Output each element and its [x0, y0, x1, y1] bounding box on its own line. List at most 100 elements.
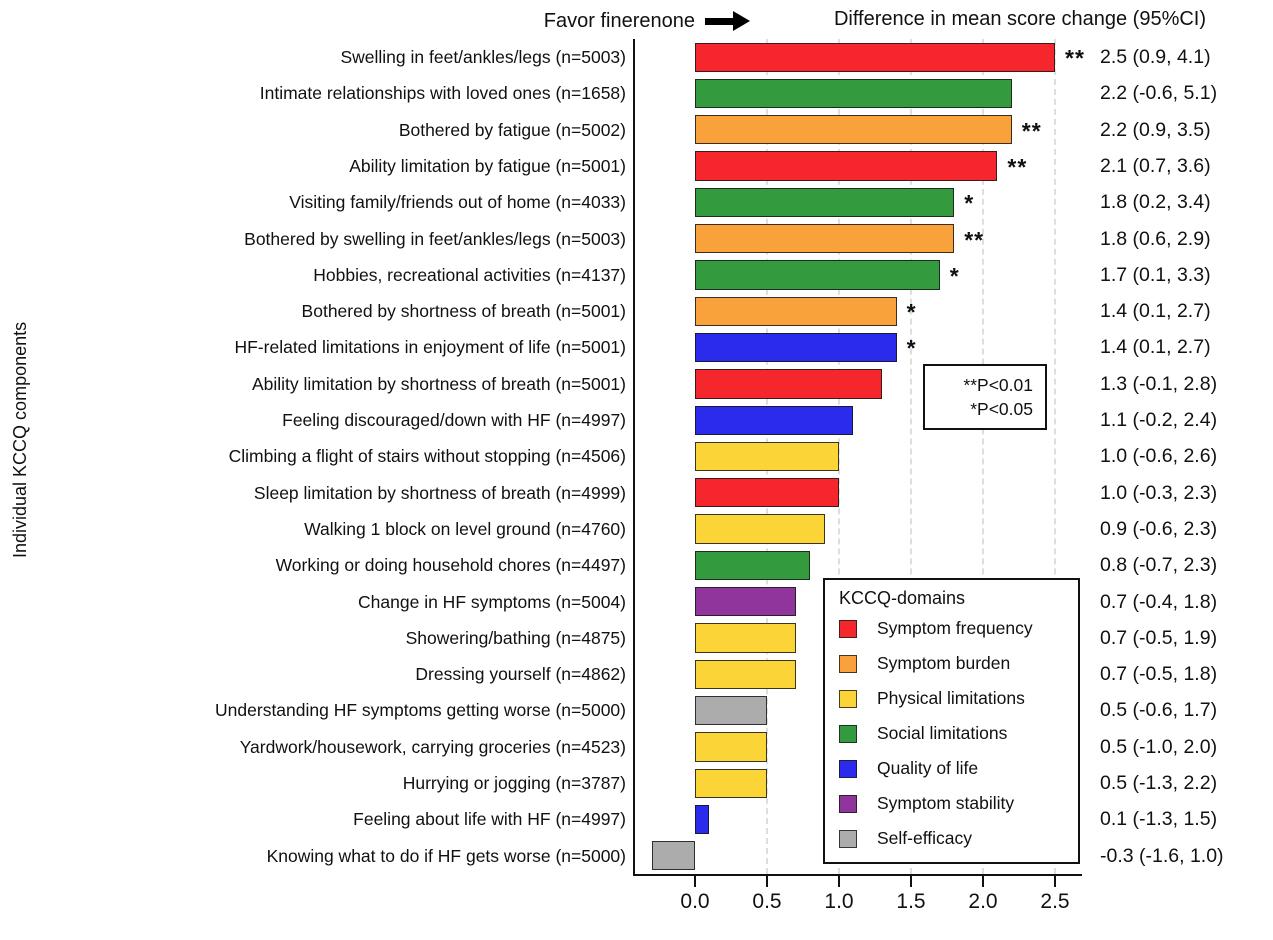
legend-swatch-symptom-burden	[839, 654, 857, 673]
bar-social-limitations	[695, 550, 811, 581]
legend-label: Self-efficacy	[877, 828, 972, 848]
chart-row: Yardwork/housework, carrying groceries (…	[0, 729, 1273, 765]
bar-symptom-frequency	[695, 478, 839, 508]
chart-row: Understanding HF symptoms getting worse …	[0, 692, 1273, 728]
row-label: Feeling about life with HF (n=4997)	[353, 809, 626, 830]
chart-row: Visiting family/friends out of home (n=4…	[0, 184, 1273, 220]
chart-row: Sleep limitation by shortness of breath …	[0, 475, 1273, 511]
row-label: Understanding HF symptoms getting worse …	[215, 700, 626, 721]
estimate-value: 0.7 (-0.5, 1.8)	[1100, 663, 1218, 686]
x-axis-line	[633, 874, 1082, 876]
gridline	[982, 39, 984, 874]
x-axis-tick	[910, 876, 912, 887]
estimate-value: 2.1 (0.7, 3.6)	[1100, 154, 1211, 177]
row-label: HF-related limitations in enjoyment of l…	[234, 337, 626, 358]
legend-entry: Quality of life	[839, 751, 1078, 786]
chart-row: Hobbies, recreational activities (n=4137…	[0, 257, 1273, 293]
legend-label: Symptom frequency	[877, 618, 1033, 638]
bar-quality-of-life	[695, 804, 710, 835]
estimate-value: 0.8 (-0.7, 2.3)	[1100, 554, 1218, 577]
estimate-value: 1.8 (0.6, 2.9)	[1100, 227, 1211, 250]
chart-row: Feeling about life with HF (n=4997) 0.1 (…	[0, 801, 1273, 837]
row-label: Knowing what to do if HF gets worse (n=5…	[266, 845, 626, 866]
significance-line: *P<0.05	[970, 399, 1033, 419]
estimate-value: -0.3 (-1.6, 1.0)	[1100, 844, 1224, 867]
significance-stars: **	[964, 226, 985, 253]
chart-title: Difference in mean score change (95%CI)	[833, 8, 1207, 30]
row-label: Intimate relationships with loved ones (…	[259, 83, 626, 104]
x-axis-tick	[766, 876, 768, 887]
x-axis-tick-label: 0.0	[680, 890, 710, 913]
gridline	[838, 39, 840, 874]
chart-row: Showering/bathing (n=4875) 0.7 (-0.5, 1.9…	[0, 620, 1273, 656]
significance-stars: **	[1065, 45, 1085, 71]
favor-direction-note: Favor finerenone	[420, 6, 750, 36]
bar-social-limitations	[695, 78, 1012, 109]
estimate-value: 2.5 (0.9, 4.1)	[1100, 46, 1211, 68]
right-arrow-icon	[705, 11, 750, 31]
legend-swatch-quality-of-life	[839, 759, 857, 778]
legend-label: Social limitations	[877, 723, 1008, 743]
legend-label: Symptom stability	[877, 793, 1015, 813]
chart-row: Walking 1 block on level ground (n=4760)…	[0, 511, 1273, 547]
estimate-value: 2.2 (-0.6, 5.1)	[1100, 82, 1218, 105]
legend-label: Physical limitations	[877, 688, 1025, 708]
bar-physical-limitations	[695, 732, 767, 762]
estimate-value: 0.7 (-0.4, 1.8)	[1100, 590, 1218, 613]
chart-row: Change in HF symptoms (n=5004) 0.7 (-0.4,…	[0, 584, 1273, 620]
x-axis-tick-label: 0.5	[752, 890, 782, 913]
row-label: Feeling discouraged/down with HF (n=4997…	[282, 410, 626, 431]
row-label: Yardwork/housework, carrying groceries (…	[239, 736, 626, 757]
bar-physical-limitations	[695, 514, 825, 544]
x-axis-tick-label: 1.0	[824, 890, 854, 913]
significance-stars: **	[1007, 153, 1028, 180]
estimate-value: 1.4 (0.1, 2.7)	[1100, 336, 1211, 359]
x-axis-tick	[982, 876, 984, 887]
bar-symptom-frequency	[695, 42, 1055, 72]
estimate-value: 1.7 (0.1, 3.3)	[1100, 263, 1211, 286]
chart-row: Dressing yourself (n=4862) 0.7 (-0.5, 1.8…	[0, 656, 1273, 692]
chart-row: Climbing a flight of stairs without stop…	[0, 438, 1273, 474]
bar-symptom-stability	[695, 587, 796, 617]
significance-stars: *	[949, 262, 960, 289]
row-label: Swelling in feet/ankles/legs (n=5003)	[340, 47, 626, 67]
chart-row: HF-related limitations in enjoyment of l…	[0, 329, 1273, 365]
x-axis-tick-label: 2.5	[1040, 890, 1070, 913]
bar-symptom-frequency	[695, 369, 883, 399]
bar-symptom-burden	[695, 115, 1012, 145]
estimate-value: 1.0 (-0.6, 2.6)	[1100, 445, 1218, 468]
x-axis-tick	[838, 876, 840, 887]
legend-entry: Symptom frequency	[839, 611, 1078, 646]
row-label: Hobbies, recreational activities (n=4137…	[313, 264, 626, 285]
chart-row: Bothered by fatigue (n=5002) ** 2.2 (0.9, …	[0, 112, 1273, 148]
x-axis-tick	[694, 876, 696, 887]
legend: KCCQ-domains Symptom frequency Symptom bu…	[823, 578, 1080, 864]
row-label: Ability limitation by shortness of breat…	[251, 373, 626, 394]
estimate-value: 0.9 (-0.6, 2.3)	[1100, 517, 1218, 540]
bar-physical-limitations	[695, 623, 796, 653]
x-axis-tick-label: 2.0	[968, 890, 998, 913]
legend-swatch-physical-limitations	[839, 689, 857, 708]
bar-self-efficacy	[695, 695, 767, 726]
row-label: Bothered by swelling in feet/ankles/legs…	[244, 228, 626, 249]
estimate-value: 1.4 (0.1, 2.7)	[1100, 300, 1211, 323]
legend-label: Symptom burden	[877, 653, 1011, 673]
bar-symptom-burden	[695, 296, 897, 326]
estimate-value: 1.0 (-0.3, 2.3)	[1100, 481, 1218, 504]
chart-row: Bothered by swelling in feet/ankles/legs…	[0, 221, 1273, 257]
bar-quality-of-life	[695, 332, 897, 363]
legend-entry: Social limitations	[839, 716, 1078, 751]
bar-symptom-burden	[695, 224, 955, 254]
legend-swatch-self-efficacy	[839, 829, 857, 848]
estimate-value: 0.5 (-0.6, 1.7)	[1100, 699, 1218, 722]
row-label: Hurrying or jogging (n=3787)	[402, 773, 626, 794]
chart-row: Bothered by shortness of breath (n=5001)…	[0, 293, 1273, 329]
chart-row: Ability limitation by fatigue (n=5001) **…	[0, 148, 1273, 184]
row-label: Dressing yourself (n=4862)	[415, 664, 626, 685]
estimate-value: 0.5 (-1.0, 2.0)	[1100, 735, 1218, 758]
chart-row: Hurrying or jogging (n=3787) 0.5 (-1.3, 2…	[0, 765, 1273, 801]
significance-note-box: **P<0.01 *P<0.05	[923, 364, 1047, 430]
significance-line: **P<0.01	[963, 375, 1033, 395]
chart-row: Knowing what to do if HF gets worse (n=5…	[0, 838, 1273, 874]
